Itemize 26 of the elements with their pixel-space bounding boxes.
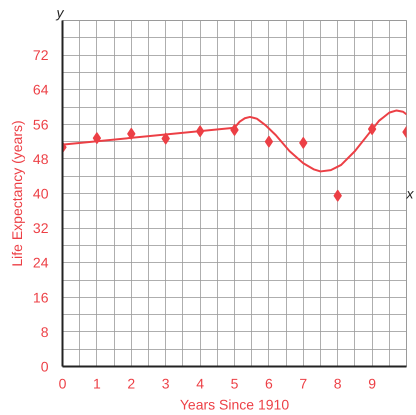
text: y [56,4,64,20]
annotation: x [406,186,414,202]
y-tick-label: 8 [40,324,49,340]
y-tick-label: 72 [32,47,49,64]
x-tick-label: 9 [368,376,376,392]
x-tick-label: 5 [230,376,239,392]
y-axis-title: Life Expectancy (years) [8,120,25,267]
x-tick-label: 4 [196,376,204,392]
point [264,136,274,148]
y-tick-label: 0 [40,358,49,374]
x-tick-label: 8 [334,376,342,392]
x-tick-label: 3 [162,376,170,392]
y-tick-label: 16 [32,289,49,306]
y-tick-label: 32 [32,220,49,236]
x-tick-label: 6 [265,376,274,392]
y-tick-label: 64 [32,82,49,98]
y-tick-label: 40 [32,186,49,202]
x-tick-label: 7 [299,376,308,392]
x-axis-title: Years Since 1910 [180,396,290,412]
y-tick-label: 56 [32,116,49,132]
y-tick-label: 24 [32,254,49,271]
line-series [62,109,406,172]
x-tick-label: 0 [58,376,67,392]
x-tick-label: 2 [127,376,136,392]
x-tick-label: 1 [93,376,102,392]
y-tick-label: 48 [32,150,49,167]
